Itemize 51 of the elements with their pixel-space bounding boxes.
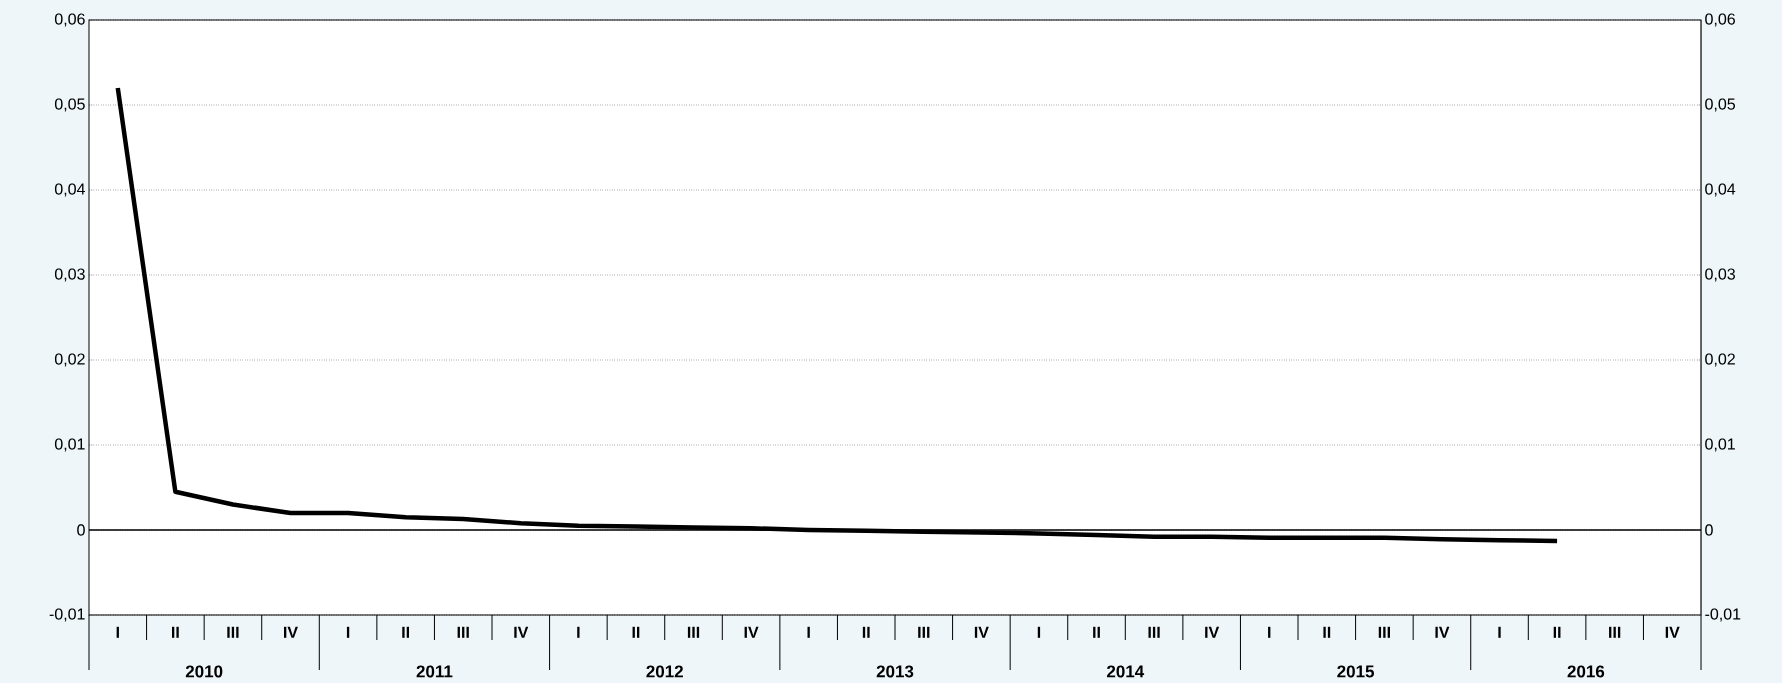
x-tick-label: IV (514, 626, 529, 638)
x-tick-label: II (1323, 626, 1331, 638)
x-tick-label: III (1148, 626, 1160, 638)
x-tick-label: I (116, 626, 119, 638)
y-tick-label: 0,03 (54, 268, 85, 282)
x-tick-label: II (171, 626, 179, 638)
x-tick-label: I (577, 626, 580, 638)
y2-tick-label: -0,01 (1705, 608, 1741, 622)
x-tick-label: I (346, 626, 350, 638)
x-tick-label: IV (1435, 626, 1450, 638)
x-tick-label: II (1553, 626, 1561, 638)
x-tick-label: IV (744, 626, 759, 638)
text: 2015 (1337, 665, 1375, 678)
x-tick-label: IV (1665, 626, 1680, 638)
x-tick-label: IV (1205, 626, 1220, 638)
x-tick-label: I (1037, 626, 1041, 638)
y2-tick-label: 0 (1705, 524, 1713, 536)
y-tick-label: 0,02 (54, 353, 85, 367)
text: 2011 (416, 665, 453, 678)
x-tick-label: III (918, 626, 930, 638)
text: 2014 (1106, 665, 1145, 678)
x-tick-label: III (1609, 626, 1621, 638)
x-tick-label: III (1378, 626, 1390, 638)
x-tick-label: III (227, 626, 239, 638)
y2-tick-label: 0,02 (1705, 353, 1735, 367)
y-tick-label: 0,01 (54, 438, 85, 452)
x-tick-label: I (1498, 626, 1501, 638)
x-tick-label: III (687, 626, 700, 638)
text: 2016 (1567, 665, 1605, 678)
y-tick-label: 0,04 (54, 183, 85, 197)
y-tick-label: 0,06 (54, 13, 85, 27)
y-tick-label: 0,05 (54, 98, 85, 112)
text: 2012 (646, 665, 683, 678)
y2-tick-label: 0,05 (1705, 98, 1736, 112)
x-tick-label: II (862, 626, 870, 638)
y2-tick-label: 0,04 (1705, 183, 1736, 197)
x-tick-label: II (402, 626, 410, 638)
text: 2013 (876, 665, 914, 678)
x-tick-label: I (1268, 626, 1271, 638)
x-tick-label: II (1093, 626, 1100, 638)
x-tick-label: III (457, 626, 469, 638)
x-tick-label: I (807, 626, 810, 638)
y2-tick-label: 0,03 (1705, 268, 1735, 282)
y2-tick-label: 0,06 (1705, 13, 1735, 27)
x-tick-label: IV (974, 626, 989, 638)
y2-tick-label: 0,01 (1705, 438, 1735, 452)
y-tick-label: -0,01 (49, 608, 85, 622)
y-tick-label: 0 (77, 524, 85, 536)
text: 2010 (185, 665, 223, 678)
x-tick-label: IV (284, 626, 298, 638)
x-tick-label: II (632, 626, 640, 638)
